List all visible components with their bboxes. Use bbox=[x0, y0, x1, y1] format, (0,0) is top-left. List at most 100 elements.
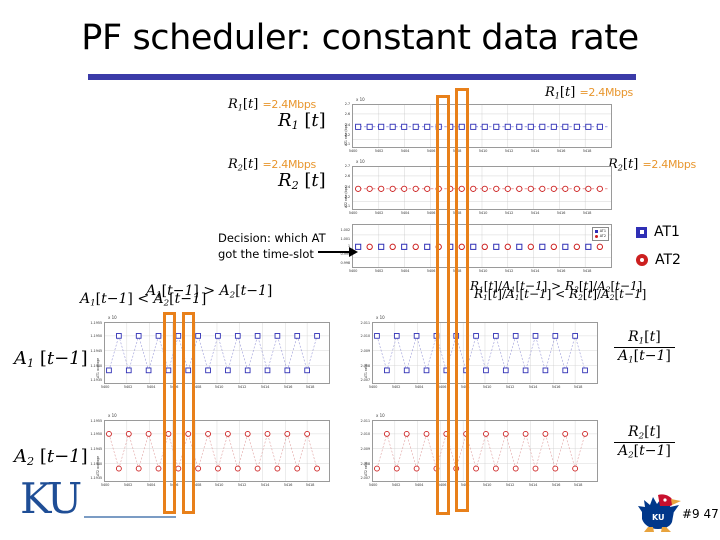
chart-a2-bl-xtick-1: 5402 bbox=[123, 483, 133, 487]
chart-r2-top-exponent: x 10 bbox=[356, 159, 365, 164]
chart-a2-bl-xtick-2: 5404 bbox=[146, 483, 156, 487]
fraction-r2-over-a2: R2[t] A2[t−1] bbox=[614, 425, 675, 460]
chart-a2-bottom-left-plot bbox=[105, 421, 329, 481]
chart-a2-bl-ytick-3: 1.1940 bbox=[90, 462, 102, 466]
chart-a2-bl-xtick-7: 5414 bbox=[260, 483, 270, 487]
chart-ratio1-br-xtick-4: 5408 bbox=[460, 385, 470, 389]
jayhawk-mascot-icon: KU bbox=[638, 494, 681, 532]
chart-r2-top-ytick-0: 2.7 bbox=[344, 164, 350, 168]
chart-decision-legend-at2-label: AT2 bbox=[599, 233, 606, 238]
chart-r1-top-ytick-0: 2.7 bbox=[344, 102, 350, 106]
chart-decision-xtick-0: 5400 bbox=[348, 269, 358, 273]
chart-r1-top bbox=[352, 104, 612, 148]
equation-r1-label: R1[t] =2.4Mbps bbox=[228, 97, 316, 113]
chart-a1-bl-ytick-1: 1.1950 bbox=[90, 334, 102, 338]
chart-ratio1-br-xtick-1: 5402 bbox=[391, 385, 401, 389]
chart-ratio2-br-xtick-5: 5410 bbox=[482, 483, 492, 487]
chart-ratio1-br-ytick-2: 2.009 bbox=[360, 349, 370, 353]
chart-ratio2-br-ytick-1: 2.010 bbox=[360, 432, 370, 436]
chart-decision-ytick-3: 0.999 bbox=[340, 252, 350, 256]
chart-a2-bl-ytick-2: 1.1945 bbox=[90, 447, 102, 451]
chart-ratio1-br-xtick-9: 5418 bbox=[573, 385, 583, 389]
chart-a1-bl-xtick-7: 5414 bbox=[260, 385, 270, 389]
chart-a2-bl-xtick-6: 5412 bbox=[237, 483, 247, 487]
chart-a1-bl-xtick-1: 5402 bbox=[123, 385, 133, 389]
svg-text:KU: KU bbox=[652, 513, 665, 522]
chart-a1-bl-ytick-0: 1.1955 bbox=[90, 321, 102, 325]
chart-decision-legend-at2: AT2 bbox=[595, 234, 606, 239]
chart-r2-top-xtick-5: 5410 bbox=[478, 211, 488, 215]
chart-r2-top-xtick-8: 5416 bbox=[556, 211, 566, 215]
chart-ratio2-br-xtick-1: 5402 bbox=[391, 483, 401, 487]
chart-ratio1-br-plot bbox=[373, 323, 597, 383]
chart-ratio2-br-plot bbox=[373, 421, 597, 481]
rate2-value-right: =2.4Mbps bbox=[642, 158, 696, 171]
footer-rule bbox=[84, 516, 176, 518]
decision-callout: Decision: which AT got the time-slot bbox=[218, 231, 326, 262]
equation-ratio-lt: R1[t]/A1[t−1] < R2[t]/A2[t−1] bbox=[474, 287, 647, 303]
chart-a2-bottom-left bbox=[104, 420, 330, 482]
equation-ratio-gt: R1[t]/A1[t−1] > R2[t]/A2[t−1] bbox=[470, 279, 643, 295]
ku-logo: KU bbox=[20, 474, 82, 523]
chart-r2-top-ytick-4: 2.1 bbox=[344, 204, 350, 208]
legend-item-at1: AT1 bbox=[636, 224, 681, 240]
chart-decision-xtick-5: 5410 bbox=[478, 269, 488, 273]
chart-ratio2-br-xtick-4: 5408 bbox=[460, 483, 470, 487]
chart-a1-bl-xtick-5: 5410 bbox=[214, 385, 224, 389]
legend-at2-label: AT2 bbox=[655, 252, 681, 268]
chart-a1-bl-xtick-2: 5404 bbox=[146, 385, 156, 389]
chart-ratio1-br-xtick-0: 5400 bbox=[368, 385, 378, 389]
chart-ratio2-br-exponent: x 10 bbox=[376, 413, 385, 418]
chart-ratio2-br-xtick-3: 5406 bbox=[437, 483, 447, 487]
rate1-value: =2.4Mbps bbox=[262, 98, 316, 111]
chart-a1-bl-ytick-3: 1.1940 bbox=[90, 364, 102, 368]
at2-circle-icon bbox=[636, 254, 648, 266]
chart-r1-top-xtick-6: 5412 bbox=[504, 149, 514, 153]
chart-ratio1-br-xtick-3: 5406 bbox=[437, 385, 447, 389]
chart-ratio1-br-ytick-0: 2.011 bbox=[360, 321, 370, 325]
equation-r1-big: R1 [t] bbox=[278, 110, 326, 133]
chart-a1-bl-ytick-4: 1.1935 bbox=[90, 378, 102, 382]
page-number: #9 47 bbox=[682, 507, 719, 521]
chart-decision-ytick-4: 0.998 bbox=[340, 261, 350, 265]
chart-ratio2-br-xtick-7: 5414 bbox=[528, 483, 538, 487]
chart-ratio2-br-ytick-2: 2.009 bbox=[360, 447, 370, 451]
chart-r2-top-ytick-3: 2.2 bbox=[344, 195, 350, 199]
chart-ratio1-br-xtick-5: 5410 bbox=[482, 385, 492, 389]
chart-r2-top-plot bbox=[353, 167, 611, 209]
chart-r2-top-xtick-6: 5412 bbox=[504, 211, 514, 215]
chart-r1-top-xtick-8: 5416 bbox=[556, 149, 566, 153]
chart-r2-top-xtick-0: 5400 bbox=[348, 211, 358, 215]
chart-decision-legend: AT1 AT2 bbox=[592, 227, 609, 241]
equation-compare-lt: A1[t−1] < A2[t−1] bbox=[80, 291, 207, 309]
chart-r1-top-ytick-4: 2.1 bbox=[344, 142, 350, 146]
chart-ratio2-br-ytick-4: 2.007 bbox=[360, 476, 370, 480]
decision-arrow-icon bbox=[318, 247, 358, 257]
chart-ratio2-br-xtick-9: 5418 bbox=[573, 483, 583, 487]
chart-ratio2-br-ytick-3: 2.008 bbox=[360, 462, 370, 466]
equation-a2-tm1: A2 [t−1] bbox=[14, 446, 88, 469]
chart-a1-bl-exponent: x 10 bbox=[108, 315, 117, 320]
chart-a2-bl-ytick-4: 1.1935 bbox=[90, 476, 102, 480]
rate2-value: =2.4Mbps bbox=[262, 158, 316, 171]
chart-ratio1-br-xtick-7: 5414 bbox=[528, 385, 538, 389]
chart-r1-top-xtick-7: 5414 bbox=[530, 149, 540, 153]
chart-r2-top-xtick-1: 5402 bbox=[374, 211, 384, 215]
equation-r2-big: R2 [t] bbox=[278, 170, 326, 193]
chart-a2-bl-xtick-3: 5406 bbox=[169, 483, 179, 487]
chart-ratio2-bottom-right bbox=[372, 420, 598, 482]
chart-decision-xtick-3: 5406 bbox=[426, 269, 436, 273]
fraction-a1-denominator: A1[t−1] bbox=[614, 347, 675, 365]
chart-decision-xtick-6: 5412 bbox=[504, 269, 514, 273]
chart-decision: AT1 AT2 bbox=[352, 224, 612, 268]
chart-r1-top-ytick-3: 2.2 bbox=[344, 133, 350, 137]
chart-r1-top-plot bbox=[353, 105, 611, 147]
chart-ratio1-br-xtick-6: 5412 bbox=[505, 385, 515, 389]
chart-a1-bl-xtick-0: 5400 bbox=[100, 385, 110, 389]
chart-r1-top-xtick-0: 5400 bbox=[348, 149, 358, 153]
equation-r2-label-right: R2[t] =2.4Mbps bbox=[608, 157, 696, 173]
chart-decision-ytick-0: 1.002 bbox=[340, 228, 350, 232]
legend-item-at2: AT2 bbox=[636, 252, 681, 268]
fraction-r1-numerator: R1[t] bbox=[628, 329, 661, 347]
